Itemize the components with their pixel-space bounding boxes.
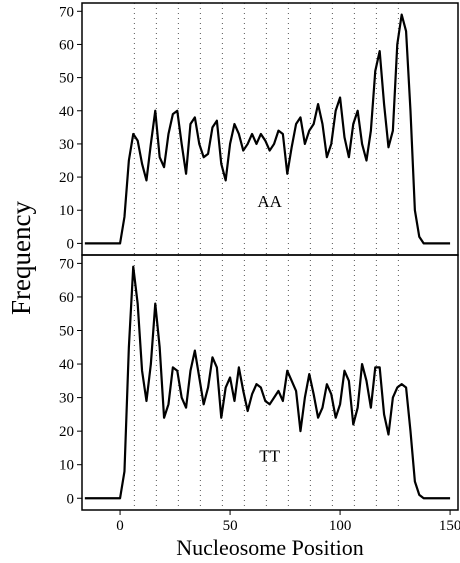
- y-tick-label: 60: [59, 37, 74, 53]
- series-label: TT: [259, 446, 280, 465]
- y-tick-label: 50: [59, 71, 74, 87]
- y-tick-label: 60: [59, 290, 74, 306]
- y-tick-label: 70: [59, 256, 74, 272]
- y-tick-label: 30: [59, 391, 74, 407]
- y-tick-label: 10: [59, 203, 74, 219]
- y-tick-label: 40: [59, 104, 74, 120]
- y-axis-label: Frequency: [6, 201, 36, 315]
- y-tick-label: 0: [67, 491, 75, 507]
- y-tick-label: 20: [59, 170, 74, 186]
- x-axis-label: Nucleosome Position: [176, 535, 364, 560]
- panel-frame: [81, 254, 459, 511]
- y-tick-label: 0: [67, 236, 75, 252]
- y-tick-label: 10: [59, 458, 74, 474]
- y-tick-label: 30: [59, 137, 74, 153]
- panel-frame: [81, 2, 459, 256]
- y-tick-label: 50: [59, 323, 74, 339]
- line: [84, 13, 451, 245]
- x-tick-label: 100: [329, 518, 352, 534]
- line: [84, 265, 451, 500]
- x-tick-label: 0: [116, 518, 124, 534]
- x-tick-label: 150: [439, 518, 460, 534]
- y-tick-label: 70: [59, 4, 74, 20]
- x-tick-label: 50: [223, 518, 238, 534]
- y-tick-label: 20: [59, 424, 74, 440]
- y-tick-label: 40: [59, 357, 74, 373]
- series-label: AA: [257, 192, 282, 211]
